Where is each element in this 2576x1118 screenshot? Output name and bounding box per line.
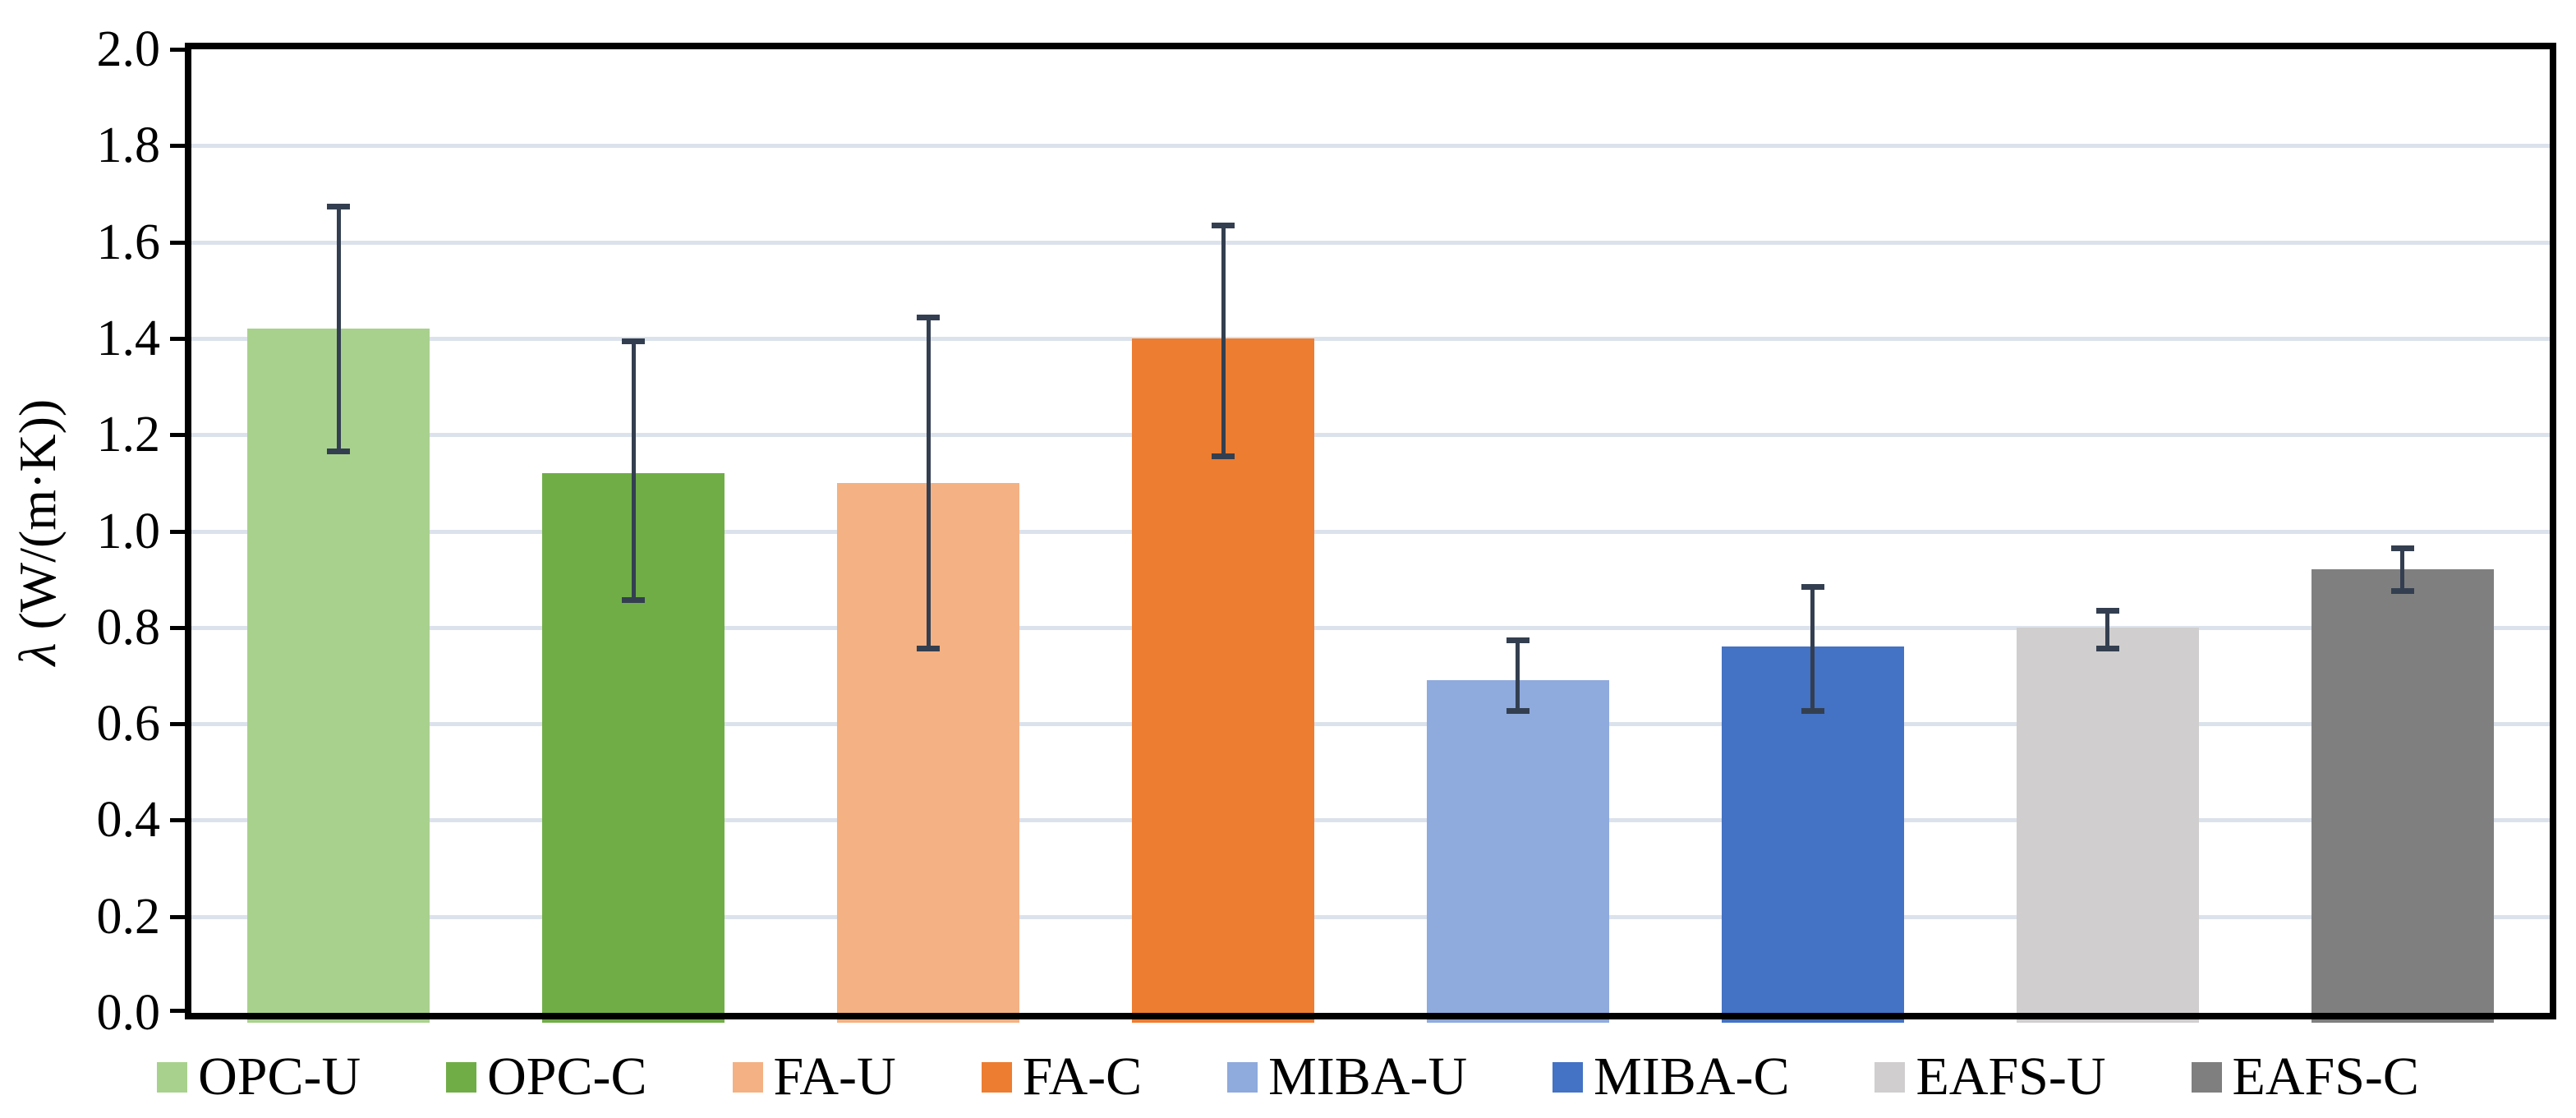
legend-item-fa-u: FA-U <box>732 1047 896 1106</box>
error-bar-cap-top-eafs-u <box>2095 608 2119 614</box>
y-tick-mark <box>170 336 185 341</box>
error-bar-line-eafs-u <box>2105 608 2110 652</box>
gridline <box>191 144 2550 149</box>
legend-item-opc-u: OPC-U <box>157 1047 361 1106</box>
error-bar-line-opc-u <box>336 203 341 454</box>
error-bar-cap-bottom-miba-c <box>1801 708 1824 715</box>
legend-label-miba-c: MIBA-C <box>1594 1047 1790 1106</box>
legend-label-miba-u: MIBA-U <box>1268 1047 1468 1106</box>
bar-eafs-u <box>2016 627 2199 1023</box>
error-bar-cap-bottom-opc-u <box>327 448 351 454</box>
error-bar-line-opc-c <box>631 338 636 604</box>
legend-marker-opc-u <box>157 1061 188 1093</box>
legend-item-miba-c: MIBA-C <box>1552 1047 1789 1106</box>
legend-marker-opc-c <box>446 1061 477 1093</box>
error-bar-cap-bottom-miba-u <box>1506 708 1530 715</box>
gridline <box>191 240 2550 245</box>
y-tick-mark <box>170 144 185 149</box>
y-tick-mark <box>170 722 185 727</box>
legend-item-opc-c: OPC-C <box>446 1047 647 1106</box>
legend-item-miba-u: MIBA-U <box>1227 1047 1467 1106</box>
plot-area: 0.0 0.2 0.4 0.6 0.8 1.0 1.2 1.4 1.6 1.8 2.0 <box>97 24 2556 1038</box>
legend-item-eafs-c: EAFS-C <box>2191 1047 2419 1106</box>
error-bar-cap-top-eafs-c <box>2390 545 2414 552</box>
error-bar-cap-bottom-eafs-u <box>2095 646 2119 652</box>
legend-label-fa-c: FA-C <box>1022 1047 1143 1106</box>
legend-item-fa-c: FA-C <box>981 1047 1143 1106</box>
error-bar-cap-top-fa-c <box>1212 223 1235 229</box>
error-bar-line-miba-c <box>1810 584 1815 715</box>
error-bar-cap-top-miba-c <box>1801 584 1824 590</box>
error-bar-cap-top-opc-c <box>622 338 646 344</box>
legend-marker-fa-c <box>981 1061 1012 1093</box>
x-axis-line <box>185 1013 2556 1019</box>
legend-label-eafs-c: EAFS-C <box>2232 1047 2419 1106</box>
bar-eafs-c <box>2311 569 2494 1023</box>
legend: OPC-U OPC-C FA-U FA-C MIBA-U MIBA-C EAFS-U EAFS… <box>0 1042 2576 1112</box>
y-tick-label: 0.8 <box>96 599 161 656</box>
error-bar-cap-bottom-fa-c <box>1212 453 1235 459</box>
error-bar-cap-bottom-fa-u <box>917 646 941 652</box>
y-tick-label: 2.0 <box>96 21 161 77</box>
error-bar-line-fa-u <box>926 314 931 652</box>
legend-label-opc-c: OPC-C <box>487 1047 647 1106</box>
gridline <box>191 433 2550 438</box>
y-tick-mark <box>170 1009 185 1013</box>
error-bar-cap-bottom-opc-c <box>622 597 646 604</box>
y-tick-label: 1.8 <box>96 117 161 174</box>
bar-miba-u <box>1426 680 1609 1023</box>
legend-marker-eafs-u <box>1874 1061 1906 1093</box>
gridline <box>191 818 2550 823</box>
y-tick-label: 0.6 <box>96 696 161 752</box>
legend-label-eafs-u: EAFS-U <box>1916 1047 2106 1106</box>
error-bar-line-fa-c <box>1221 223 1226 459</box>
legend-marker-miba-c <box>1552 1061 1584 1093</box>
error-bar-cap-top-fa-u <box>917 314 941 320</box>
error-bar-cap-top-opc-u <box>327 203 351 209</box>
legend-label-opc-u: OPC-U <box>198 1047 361 1106</box>
error-bar-line-miba-u <box>1516 637 1520 715</box>
y-tick-label: 1.0 <box>96 503 161 559</box>
y-tick-mark <box>170 914 185 919</box>
y-tick-mark <box>170 818 185 823</box>
y-tick-label: 0.0 <box>96 985 161 1041</box>
error-bar-cap-bottom-eafs-c <box>2390 587 2414 594</box>
legend-marker-miba-u <box>1227 1061 1258 1093</box>
gridline <box>191 529 2550 534</box>
y-tick-mark <box>170 240 185 245</box>
y-tick-mark <box>170 48 185 52</box>
legend-marker-fa-u <box>732 1061 763 1093</box>
gridline <box>191 336 2550 341</box>
y-tick-mark <box>170 529 185 534</box>
y-tick-label: 1.2 <box>96 407 161 463</box>
y-tick-mark <box>170 625 185 630</box>
gridline <box>191 722 2550 727</box>
error-bar-cap-top-miba-u <box>1506 637 1530 643</box>
y-tick-mark <box>170 433 185 438</box>
y-tick-label: 1.4 <box>96 310 161 366</box>
gridline <box>191 625 2550 630</box>
y-tick-label: 0.4 <box>96 792 161 849</box>
legend-marker-eafs-c <box>2191 1061 2222 1093</box>
error-bar-line-eafs-c <box>2400 545 2405 594</box>
legend-label-fa-u: FA-U <box>773 1047 896 1106</box>
legend-item-eafs-u: EAFS-U <box>1874 1047 2106 1106</box>
gridline <box>191 914 2550 919</box>
y-tick-label: 1.6 <box>96 214 161 270</box>
y-tick-label: 0.2 <box>96 888 161 945</box>
